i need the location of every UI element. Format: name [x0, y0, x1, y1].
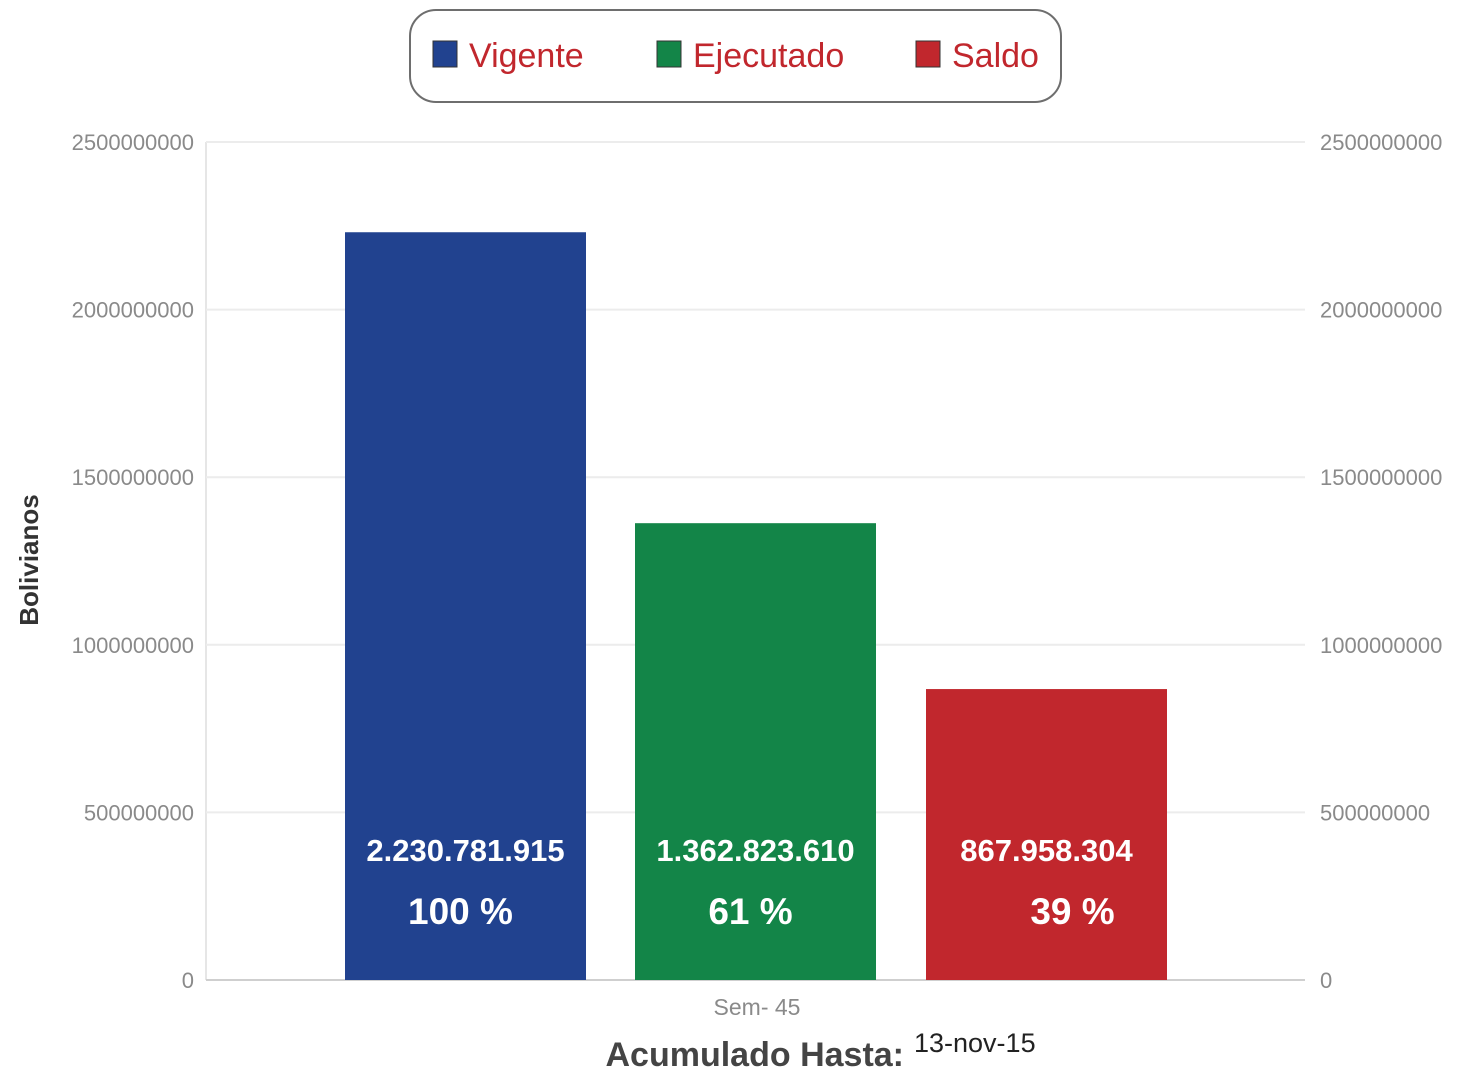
bar-saldo [926, 689, 1167, 980]
y2-tick-label: 1000000000 [1320, 633, 1442, 658]
bar-value-label-vigente: 2.230.781.915 [366, 833, 564, 868]
y2-tick-label: 0 [1320, 968, 1332, 993]
y-tick-label: 1000000000 [72, 633, 194, 658]
bar-ejecutado [635, 523, 876, 980]
bar-value-label-saldo: 867.958.304 [960, 833, 1133, 868]
legend-swatch-saldo [915, 40, 941, 68]
right-y-axis: 0 500000000 1000000000 1500000000 2000000000… [1320, 130, 1442, 993]
bar-percent-label-ejecutado: 61 % [708, 891, 792, 932]
legend-label-vigente: Vigente [469, 37, 584, 75]
left-y-axis: 0 500000000 1000000000 1500000000 2000000000… [72, 130, 194, 993]
bar-percent-label-saldo: 39 % [1030, 891, 1114, 932]
x-axis-title: Acumulado Hasta: [606, 1036, 905, 1071]
legend-label-ejecutado: Ejecutado [693, 37, 844, 75]
legend: Vigente Ejecutado Saldo [409, 9, 1062, 103]
x-category-label: Sem- 45 [714, 994, 801, 1020]
y-tick-label: 0 [182, 968, 194, 993]
legend-swatch-ejecutado [656, 40, 682, 68]
y-tick-label: 1500000000 [72, 465, 194, 490]
x-axis-date: 13-nov-15 [914, 1028, 1036, 1058]
y-tick-label: 2000000000 [72, 298, 194, 323]
y2-tick-label: 1500000000 [1320, 465, 1442, 490]
y-axis-label: Bolivianos [14, 494, 44, 625]
y-tick-label: 2500000000 [72, 130, 194, 155]
legend-frame [409, 9, 1062, 103]
bar-value-label-ejecutado: 1.362.823.610 [656, 833, 854, 868]
bar-percent-label-vigente: 100 % [408, 891, 513, 932]
legend-swatch-vigente [432, 40, 458, 68]
bars: 2.230.781.915 100 % 1.362.823.610 61 % 867.9… [345, 232, 1167, 981]
legend-label-saldo: Saldo [952, 37, 1039, 75]
bar-vigente [345, 232, 586, 981]
y2-tick-label: 500000000 [1320, 800, 1430, 825]
y2-tick-label: 2000000000 [1320, 298, 1442, 323]
y2-tick-label: 2500000000 [1320, 130, 1442, 155]
y-tick-label: 500000000 [84, 800, 194, 825]
